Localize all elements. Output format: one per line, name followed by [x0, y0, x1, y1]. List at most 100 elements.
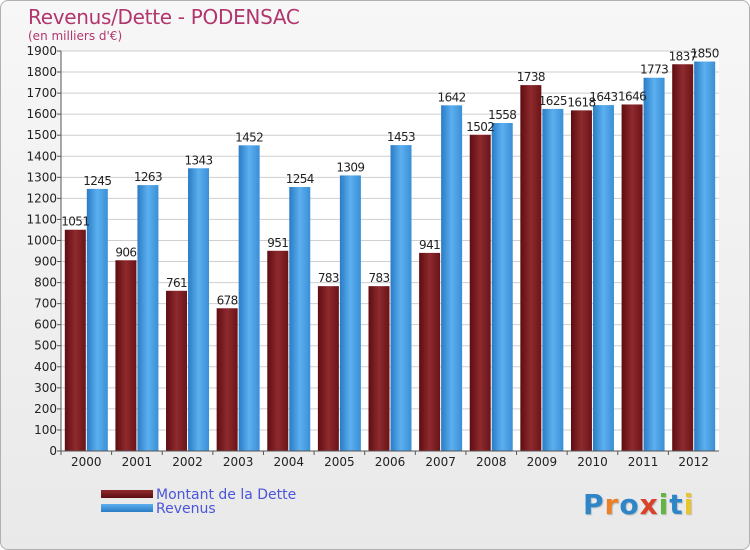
x-tick-label: 2003	[223, 455, 254, 469]
y-tick-label: 500	[34, 339, 57, 353]
bar-revenus	[86, 188, 108, 452]
data-label-debt: 1618	[567, 95, 595, 109]
y-tick-label: 700	[34, 297, 57, 311]
bar-debt	[621, 104, 643, 451]
x-tick-label: 2007	[425, 455, 456, 469]
y-tick-label: 1300	[26, 170, 57, 184]
data-label-debt: 783	[318, 271, 339, 285]
bar-revenus	[491, 123, 513, 451]
data-label-revenus: 1642	[438, 90, 466, 104]
y-tick-label: 100	[34, 423, 57, 437]
logo-letter: P	[583, 488, 605, 521]
data-label-revenus: 1850	[691, 47, 719, 61]
bar-debt	[216, 308, 238, 451]
logo-letter: x	[639, 488, 659, 521]
data-label-debt: 1646	[618, 89, 646, 103]
x-tick-label: 2010	[577, 455, 608, 469]
y-tick-label: 200	[34, 402, 57, 416]
proxiti-logo: Proxiti	[583, 488, 694, 521]
legend-swatch-revenus	[101, 504, 153, 512]
y-tick-label: 1500	[26, 128, 57, 142]
logo-letter: r	[604, 488, 620, 521]
bar-revenus	[441, 105, 463, 451]
bar-debt	[419, 252, 441, 451]
y-tick-label: 1600	[26, 107, 57, 121]
data-label-debt: 1837	[669, 49, 697, 63]
y-tick-label: 600	[34, 318, 57, 332]
bar-debt	[672, 64, 694, 451]
data-label-revenus: 1558	[488, 108, 516, 122]
data-label-revenus: 1453	[387, 130, 415, 144]
data-label-revenus: 1452	[235, 130, 263, 144]
data-label-debt: 678	[217, 293, 238, 307]
x-tick-label: 2009	[527, 455, 558, 469]
data-label-debt: 906	[115, 245, 136, 259]
y-tick-label: 400	[34, 360, 57, 374]
y-tick-label: 1800	[26, 65, 57, 79]
chart-title: Revenus/Dette - PODENSAC	[28, 5, 300, 29]
y-tick-label: 800	[34, 276, 57, 290]
x-tick-label: 2006	[375, 455, 406, 469]
x-tick-label: 2011	[628, 455, 659, 469]
legend-swatch-debt	[101, 490, 153, 498]
data-label-debt: 941	[419, 238, 440, 252]
data-label-revenus: 1773	[640, 63, 668, 77]
y-tick-label: 1700	[26, 86, 57, 100]
bar-debt	[570, 110, 592, 452]
logo-letter: t	[669, 488, 684, 521]
x-tick-label: 2004	[273, 455, 304, 469]
bar-debt	[368, 286, 390, 451]
logo-letter: o	[619, 488, 640, 521]
data-label-debt: 1051	[61, 215, 89, 229]
plot-area	[61, 51, 719, 451]
bar-revenus	[238, 145, 260, 451]
data-label-debt: 761	[166, 276, 187, 290]
data-label-revenus: 1263	[134, 170, 162, 184]
x-tick-label: 2002	[172, 455, 203, 469]
bar-revenus	[390, 145, 412, 451]
y-tick-label: 1100	[26, 212, 57, 226]
x-tick-label: 2001	[122, 455, 153, 469]
x-tick-label: 2008	[476, 455, 507, 469]
logo-letter: i	[658, 488, 670, 521]
x-tick-label: 2000	[71, 455, 102, 469]
bar-revenus	[643, 77, 665, 451]
y-tick-label: 300	[34, 381, 57, 395]
legend-label-revenus: Revenus	[156, 501, 216, 517]
data-label-debt: 783	[368, 271, 389, 285]
data-label-debt: 1502	[466, 120, 494, 134]
bar-debt	[520, 85, 542, 452]
y-tick-label: 1200	[26, 191, 57, 205]
y-tick-label: 900	[34, 255, 57, 269]
bar-debt	[469, 134, 491, 451]
data-label-revenus: 1254	[286, 172, 314, 186]
data-label-revenus: 1625	[539, 94, 567, 108]
x-tick-label: 2012	[678, 455, 709, 469]
data-label-revenus: 1643	[589, 90, 617, 104]
data-label-revenus: 1309	[336, 160, 364, 174]
bar-debt	[115, 260, 137, 451]
y-tick-label: 1900	[26, 44, 57, 58]
data-label-revenus: 1343	[184, 153, 212, 167]
logo-letter: i	[683, 488, 695, 521]
bar-debt	[267, 250, 289, 451]
data-label-debt: 951	[267, 236, 288, 250]
bar-revenus	[339, 175, 361, 451]
bar-revenus	[188, 168, 210, 451]
bar-debt	[166, 290, 188, 451]
legend-label-debt: Montant de la Dette	[156, 487, 297, 503]
data-label-revenus: 1245	[83, 174, 111, 188]
bar-revenus	[592, 105, 614, 452]
bar-revenus	[694, 61, 716, 452]
y-tick-label: 0	[49, 444, 57, 458]
data-label-debt: 1738	[517, 70, 545, 84]
y-tick-label: 1400	[26, 149, 57, 163]
bar-revenus	[289, 187, 311, 451]
x-tick-label: 2005	[324, 455, 355, 469]
bar-debt	[64, 229, 86, 451]
bar-revenus	[542, 108, 564, 451]
chart-subtitle: (en milliers d'€)	[28, 29, 123, 43]
bar-revenus	[137, 185, 159, 451]
